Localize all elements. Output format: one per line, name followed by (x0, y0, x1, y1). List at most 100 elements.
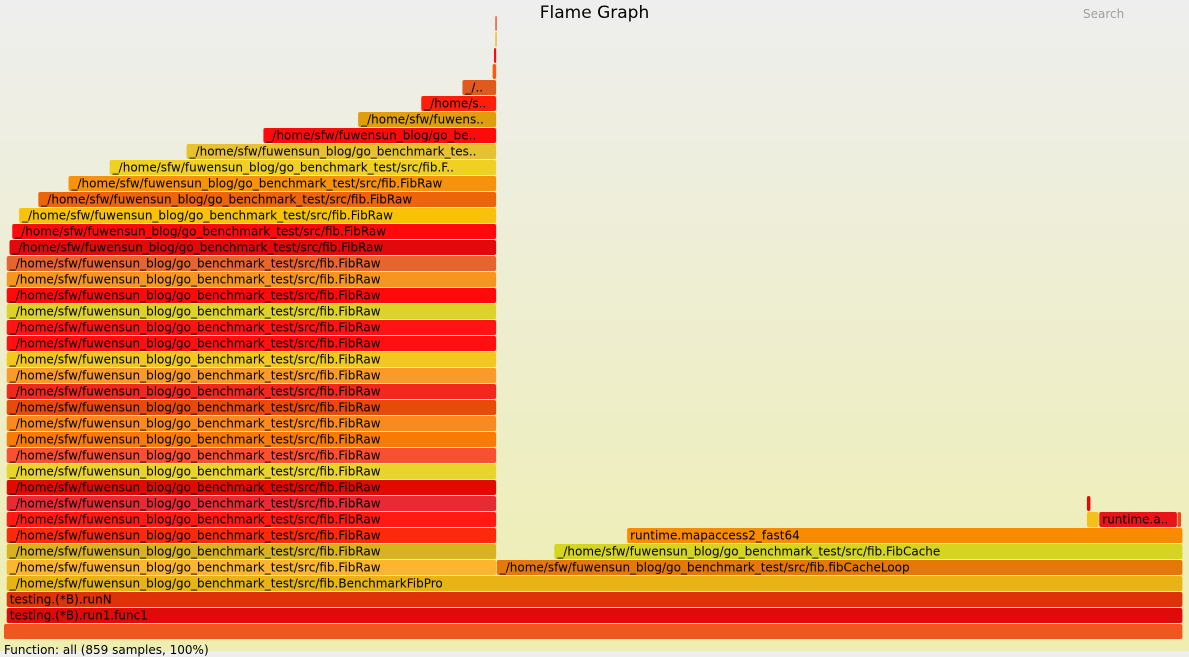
flame-frame-label: _/home/sfw/fuwensun_blog/go_benchmark_te… (9, 289, 381, 303)
flame-frame-rect[interactable] (6, 272, 497, 287)
flame-frame[interactable]: runtime.a.. (1099, 512, 1177, 527)
flame-frame[interactable]: _/home/sfw/fuwensun_blog/go_benchmark_te… (6, 496, 497, 511)
flame-frame[interactable]: testing.(*B).run1.func1 (6, 608, 1183, 623)
flame-frame-rect[interactable] (627, 528, 1183, 543)
flame-frame-rect[interactable] (6, 544, 497, 559)
flame-frame[interactable]: _/home/sfw/fuwensun_blog/go_benchmark_te… (6, 480, 497, 495)
flame-frame-rect[interactable] (496, 560, 1183, 575)
flame-frame-rect[interactable] (109, 160, 497, 175)
flame-frame[interactable]: _/home/sfw/fuwensun_blog/go_benchmark_te… (6, 464, 497, 479)
flame-frame-rect[interactable] (6, 320, 497, 335)
flame-frame-rect[interactable] (186, 144, 497, 159)
flame-frame-rect[interactable] (6, 304, 497, 319)
flame-frame-rect[interactable] (492, 64, 497, 79)
flame-frame-rect[interactable] (421, 96, 497, 111)
flame-frame-label: _/home/sfw/fuwensun_blog/go_benchmark_te… (9, 433, 381, 447)
flame-frame[interactable]: _/home/s.. (421, 96, 497, 111)
flame-frame-rect[interactable] (38, 192, 497, 207)
flame-frame[interactable]: _/home/sfw/fuwensun_blog/go_benchmark_te… (186, 144, 497, 159)
flame-frame[interactable]: _/home/sfw/fuwensun_blog/go_be.. (263, 128, 497, 143)
flame-frame-rect[interactable] (6, 288, 497, 303)
flame-frame[interactable]: _/home/sfw/fuwensun_blog/go_benchmark_te… (6, 560, 497, 575)
flame-frame-rect[interactable] (6, 400, 497, 415)
flame-frame[interactable]: _/home/sfw/fuwensun_blog/go_benchmark_te… (6, 256, 497, 271)
flame-frame-rect[interactable] (6, 336, 497, 351)
flame-frame-rect[interactable] (12, 224, 497, 239)
flame-frame[interactable]: _/.. (462, 80, 497, 95)
flame-frame-rect[interactable] (6, 256, 497, 271)
flame-frame-rect[interactable] (554, 544, 1183, 559)
flame-frame-rect[interactable] (263, 128, 497, 143)
flame-frame[interactable]: _/home/sfw/fuwensun_blog/go_benchmark_te… (109, 160, 497, 175)
flame-frame[interactable]: _/home/sfw/fuwensun_blog/go_benchmark_te… (9, 240, 497, 255)
flame-frame-rect[interactable] (1177, 512, 1182, 527)
flame-frame-rect[interactable] (1099, 512, 1177, 527)
flame-frame[interactable]: _/home/sfw/fuwensun_blog/go_benchmark_te… (6, 432, 497, 447)
flame-frame[interactable]: runtime.mapaccess2_fast64 (627, 528, 1183, 543)
flame-frame-rect[interactable] (6, 480, 497, 495)
flame-frame[interactable]: _/home/sfw/fuwensun_blog/go_benchmark_te… (38, 192, 497, 207)
flame-frame[interactable]: _/home/sfw/fuwensun_blog/go_benchmark_te… (6, 528, 497, 543)
flame-frame[interactable]: _/home/sfw/fuwensun_blog/go_benchmark_te… (6, 336, 497, 351)
flame-frame-label: _/home/sfw/fuwens.. (360, 113, 484, 127)
flame-frame[interactable] (495, 16, 497, 31)
flame-frame[interactable] (493, 48, 497, 63)
flame-frame[interactable]: _/home/sfw/fuwensun_blog/go_benchmark_te… (6, 384, 497, 399)
flame-frame[interactable]: _/home/sfw/fuwensun_blog/go_benchmark_te… (6, 368, 497, 383)
flame-frame-rect[interactable] (6, 592, 1183, 607)
flame-frame[interactable]: _/home/sfw/fuwensun_blog/go_benchmark_te… (6, 544, 497, 559)
flame-frame-rect[interactable] (6, 464, 497, 479)
flame-frame-rect[interactable] (1086, 496, 1091, 511)
search-button[interactable]: Search (1083, 7, 1125, 21)
flame-frame-rect[interactable] (6, 448, 497, 463)
flame-frame[interactable]: _/home/sfw/fuwensun_blog/go_benchmark_te… (6, 320, 497, 335)
flame-frame-rect[interactable] (493, 48, 497, 63)
flame-frame[interactable]: _/home/sfw/fuwensun_blog/go_benchmark_te… (12, 224, 497, 239)
flame-frame[interactable]: _/home/sfw/fuwensun_blog/go_benchmark_te… (68, 176, 497, 191)
flame-frame-rect[interactable] (6, 560, 497, 575)
flame-frame-rect[interactable] (9, 240, 497, 255)
flame-frame[interactable]: _/home/sfw/fuwensun_blog/go_benchmark_te… (6, 352, 497, 367)
flame-frame-rect[interactable] (68, 176, 497, 191)
flame-frame-rect[interactable] (1086, 512, 1099, 527)
flame-frame[interactable]: _/home/sfw/fuwensun_blog/go_benchmark_te… (6, 416, 497, 431)
flame-frame[interactable]: _/home/sfw/fuwensun_blog/go_benchmark_te… (496, 560, 1183, 575)
flame-frame[interactable]: testing.(*B).runN (6, 592, 1183, 607)
flame-frame[interactable] (1086, 512, 1099, 527)
flame-frame-rect[interactable] (6, 416, 497, 431)
flame-frame-rect[interactable] (6, 528, 497, 543)
flame-frame-rect[interactable] (6, 608, 1183, 623)
flame-frame[interactable]: _/home/sfw/fuwensun_blog/go_benchmark_te… (6, 448, 497, 463)
flame-frame-rect[interactable] (495, 16, 497, 31)
flame-frame-rect[interactable] (6, 496, 497, 511)
flame-frame-rect[interactable] (6, 368, 497, 383)
flame-frame[interactable]: _/home/sfw/fuwensun_blog/go_benchmark_te… (19, 208, 497, 223)
flame-frame[interactable]: _/home/sfw/fuwensun_blog/go_benchmark_te… (6, 272, 497, 287)
flame-frame-rect[interactable] (358, 112, 497, 127)
flame-frame[interactable]: _/home/sfw/fuwensun_blog/go_benchmark_te… (6, 512, 497, 527)
flame-frame[interactable] (495, 32, 497, 47)
flame-frame-rect[interactable] (6, 384, 497, 399)
flame-frame-rect[interactable] (19, 208, 497, 223)
flame-frame[interactable] (1086, 496, 1091, 511)
flame-frame[interactable] (4, 624, 1183, 639)
flame-frame-label: _/home/sfw/fuwensun_blog/go_benchmark_te… (9, 497, 381, 511)
flame-frame-rect[interactable] (6, 432, 497, 447)
flame-frame[interactable]: _/home/sfw/fuwens.. (358, 112, 497, 127)
flame-frame-rect[interactable] (6, 512, 497, 527)
flame-frame-rect[interactable] (6, 352, 497, 367)
flame-frame[interactable] (492, 64, 497, 79)
flame-frame[interactable]: _/home/sfw/fuwensun_blog/go_benchmark_te… (6, 304, 497, 319)
flame-frame[interactable]: _/home/sfw/fuwensun_blog/go_benchmark_te… (554, 544, 1183, 559)
flame-frame-rect[interactable] (462, 80, 497, 95)
flame-frame[interactable] (1177, 512, 1182, 527)
flame-frame[interactable]: _/home/sfw/fuwensun_blog/go_benchmark_te… (6, 288, 497, 303)
flame-frame-rect[interactable] (4, 624, 1183, 639)
flame-frame[interactable]: _/home/sfw/fuwensun_blog/go_benchmark_te… (6, 576, 1183, 591)
flame-frame[interactable]: _/home/sfw/fuwensun_blog/go_benchmark_te… (6, 400, 497, 415)
flame-frame-label: _/home/sfw/fuwensun_blog/go_be.. (265, 129, 476, 143)
flame-frame-label: _/.. (464, 81, 483, 95)
flame-frame-rect[interactable] (6, 576, 1183, 591)
flame-frame-label: testing.(*B).runN (10, 593, 112, 607)
flame-frame-rect[interactable] (495, 32, 497, 47)
